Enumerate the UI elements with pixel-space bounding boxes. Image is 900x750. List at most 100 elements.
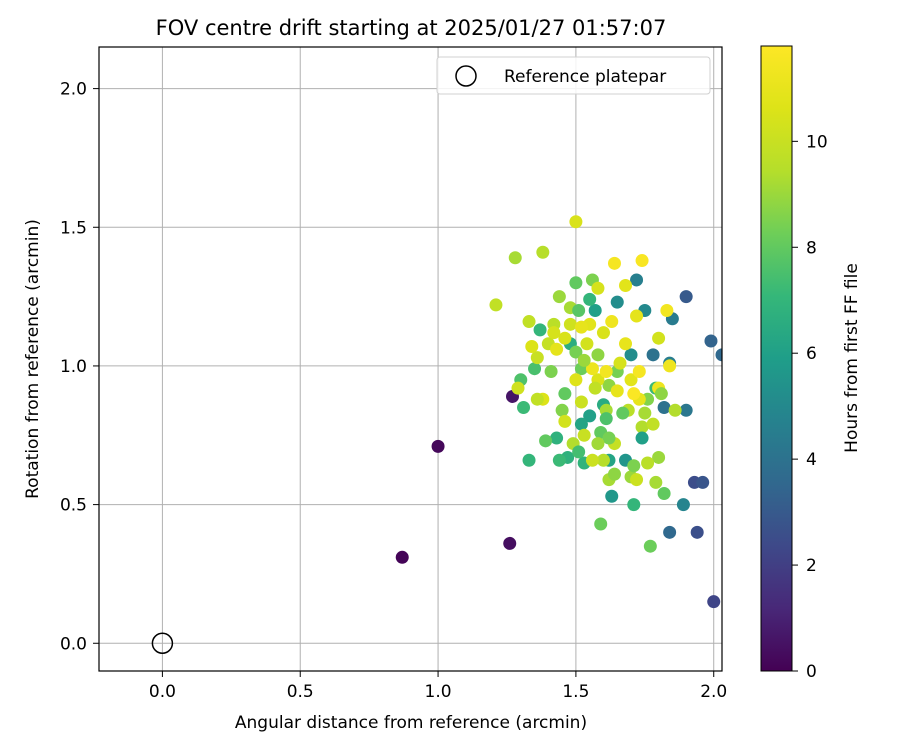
x-tick-label: 1.0 xyxy=(425,682,452,702)
data-point xyxy=(550,342,564,356)
data-point xyxy=(630,473,644,487)
plot-frame xyxy=(98,46,723,672)
legend-marker-icon xyxy=(455,65,477,87)
data-point xyxy=(569,215,583,229)
data-point xyxy=(522,453,536,467)
data-point xyxy=(530,392,544,406)
data-point xyxy=(696,475,710,489)
data-point xyxy=(585,453,599,467)
data-point xyxy=(536,245,550,259)
data-point xyxy=(704,334,718,348)
data-point xyxy=(508,251,522,265)
data-point xyxy=(654,387,668,401)
colorbar: 0 2 4 6 8 10 Hours from first FF file xyxy=(760,45,862,682)
data-point xyxy=(643,539,657,553)
data-point xyxy=(511,381,525,395)
colorbar-tick-label: 6 xyxy=(806,344,817,364)
data-point xyxy=(605,489,619,503)
x-tick-label: 0.5 xyxy=(287,682,314,702)
data-point xyxy=(619,337,633,351)
legend-box xyxy=(436,56,711,95)
data-point xyxy=(555,403,569,417)
data-point xyxy=(591,437,605,451)
data-point xyxy=(690,525,704,539)
data-point xyxy=(569,373,583,387)
data-point xyxy=(577,428,591,442)
data-point xyxy=(572,445,586,459)
data-point xyxy=(528,362,542,376)
data-point xyxy=(602,431,616,445)
x-tick-label: 0.0 xyxy=(149,682,176,702)
colorbar-tick-label: 0 xyxy=(806,662,817,682)
data-point xyxy=(522,315,536,329)
data-point xyxy=(569,276,583,290)
colorbar-tick-label: 2 xyxy=(806,556,817,576)
y-tick-label: 0.5 xyxy=(60,496,87,516)
data-points xyxy=(395,215,722,609)
data-point xyxy=(533,323,547,337)
y-axis-label: Rotation from reference (arcmin) xyxy=(23,219,43,499)
data-point xyxy=(649,475,663,489)
data-point xyxy=(550,431,564,445)
data-point xyxy=(599,412,613,426)
data-point xyxy=(503,536,517,550)
data-point xyxy=(596,453,610,467)
colorbar-tick-label: 8 xyxy=(806,238,817,258)
data-point xyxy=(552,453,566,467)
data-point xyxy=(630,309,644,323)
legend-label: Reference platepar xyxy=(504,67,666,87)
data-point xyxy=(641,456,655,470)
data-point xyxy=(663,359,677,373)
data-point xyxy=(395,550,409,564)
data-point xyxy=(657,401,671,415)
x-axis-ticks: 0.0 0.5 1.0 1.5 2.0 xyxy=(149,671,727,702)
y-tick-label: 1.0 xyxy=(60,357,87,377)
data-point xyxy=(577,353,591,367)
chart-title: FOV centre drift starting at 2025/01/27 … xyxy=(156,16,667,40)
data-point xyxy=(663,525,677,539)
data-point xyxy=(652,450,666,464)
data-point xyxy=(607,467,621,481)
colorbar-tick-label: 10 xyxy=(806,132,828,152)
data-point xyxy=(624,373,638,387)
data-point xyxy=(596,326,610,340)
data-point xyxy=(572,303,586,317)
data-point xyxy=(657,487,671,501)
data-point xyxy=(605,315,619,329)
data-point xyxy=(707,595,721,609)
x-tick-label: 1.5 xyxy=(562,682,589,702)
data-point xyxy=(574,320,588,334)
data-point xyxy=(583,409,597,423)
data-point xyxy=(591,348,605,362)
data-point xyxy=(552,290,566,304)
data-point xyxy=(613,356,627,370)
data-point xyxy=(627,498,641,512)
data-point xyxy=(544,364,558,378)
colorbar-ticks: 0 2 4 6 8 10 xyxy=(792,132,828,682)
y-axis-ticks: 0.0 0.5 1.0 1.5 2.0 xyxy=(60,80,99,654)
data-point xyxy=(594,517,608,531)
data-point xyxy=(679,290,693,304)
y-tick-label: 2.0 xyxy=(60,80,87,100)
data-point xyxy=(630,273,644,287)
data-point xyxy=(585,362,599,376)
x-axis-label: Angular distance from reference (arcmin) xyxy=(235,713,587,733)
data-point xyxy=(558,331,572,345)
data-point xyxy=(624,348,638,362)
data-point xyxy=(632,364,646,378)
data-point xyxy=(563,317,577,331)
data-point xyxy=(616,406,630,420)
y-tick-label: 1.5 xyxy=(60,218,87,238)
colorbar-tick-label: 4 xyxy=(806,450,817,470)
data-point xyxy=(530,351,544,365)
data-point xyxy=(635,254,649,268)
data-point xyxy=(517,401,531,415)
data-point xyxy=(635,431,649,445)
data-point xyxy=(715,348,722,362)
data-point xyxy=(635,420,649,434)
data-point xyxy=(627,387,641,401)
legend: Reference platepar xyxy=(436,56,711,95)
data-point xyxy=(588,303,602,317)
data-point xyxy=(638,406,652,420)
